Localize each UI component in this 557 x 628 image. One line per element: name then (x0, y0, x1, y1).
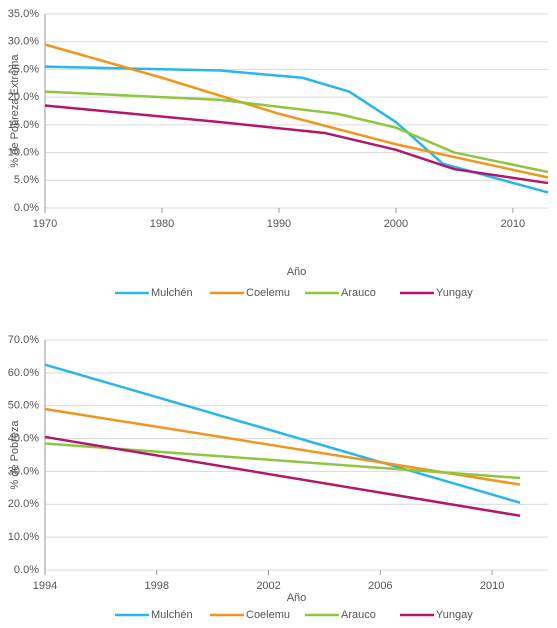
x-tick-label: 2010 (501, 218, 525, 230)
legend-label: Yungay (436, 609, 473, 621)
y-tick-label: 30.0% (8, 36, 39, 48)
y-tick-label: 0.0% (14, 564, 39, 576)
y-tick-label: 40.0% (8, 432, 39, 444)
series-line (44, 363, 521, 504)
legend-label: Yungay (436, 287, 473, 299)
legend-label: Arauco (341, 287, 376, 299)
y-tick-label: 35.0% (8, 8, 39, 20)
x-tick-label: 2000 (384, 218, 408, 230)
x-tick-label: 1970 (33, 218, 57, 230)
legend-label: Mulchén (151, 609, 193, 621)
x-axis-title: Año (287, 266, 307, 278)
y-tick-label: 25.0% (8, 63, 39, 75)
y-tick-label: 10.0% (8, 531, 39, 543)
y-tick-label: 20.0% (8, 498, 39, 510)
legend-label: Arauco (341, 609, 376, 621)
series-line (44, 435, 521, 518)
series-line (44, 43, 549, 179)
y-axis-title: % de Pobreza (9, 420, 21, 490)
x-tick-label: 2010 (480, 580, 504, 592)
x-tick-label: 1994 (33, 580, 57, 592)
legend-label: Coelemu (246, 609, 290, 621)
y-tick-label: 20.0% (8, 91, 39, 103)
x-tick-label: 1980 (150, 218, 174, 230)
y-tick-label: 10.0% (8, 146, 39, 158)
y-tick-label: 60.0% (8, 367, 39, 379)
y-tick-label: 70.0% (8, 334, 39, 346)
series-line (44, 104, 549, 185)
x-axis-title: Año (287, 592, 307, 604)
series-line (44, 65, 549, 194)
x-tick-label: 2002 (256, 580, 280, 592)
y-tick-label: 0.0% (14, 202, 39, 214)
y-tick-label: 5.0% (14, 174, 39, 186)
y-tick-label: 15.0% (8, 119, 39, 131)
x-tick-label: 1998 (145, 580, 169, 592)
x-tick-label: 2006 (368, 580, 392, 592)
y-tick-label: 30.0% (8, 465, 39, 477)
y-axis-title: % de Pobreza Extrema (9, 54, 21, 168)
legend-label: Mulchén (151, 287, 193, 299)
y-tick-label: 50.0% (8, 400, 39, 412)
series-line (44, 90, 549, 174)
x-tick-label: 1990 (267, 218, 291, 230)
legend-label: Coelemu (246, 287, 290, 299)
